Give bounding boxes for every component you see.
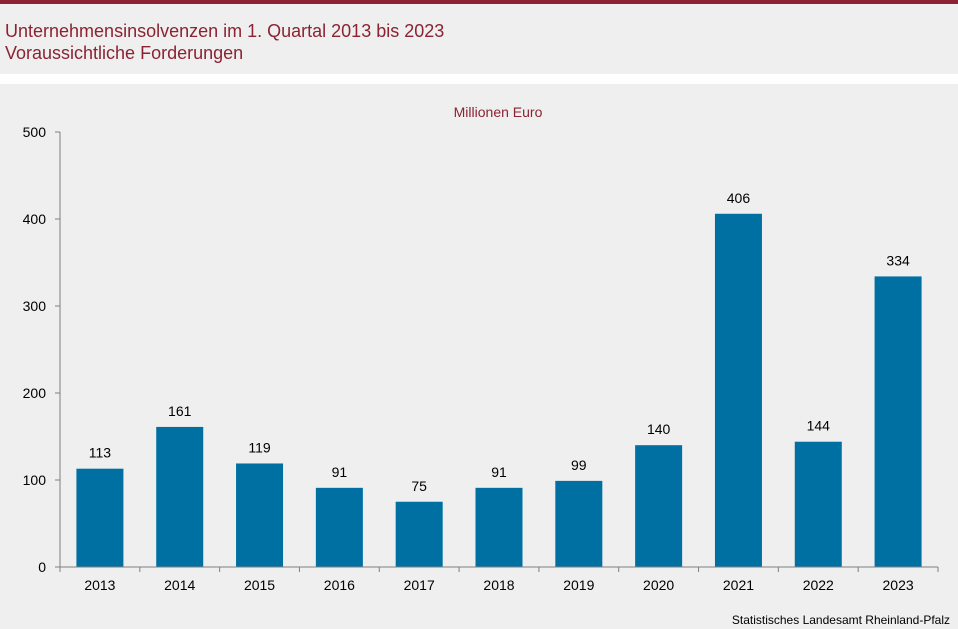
x-tick-label: 2019: [563, 577, 594, 593]
data-label: 75: [411, 478, 427, 494]
data-label: 113: [89, 445, 112, 461]
data-label: 406: [727, 190, 751, 206]
data-label: 140: [647, 421, 671, 437]
bar: [874, 276, 922, 567]
chart-subtitle: Voraussichtliche Forderungen: [5, 43, 244, 63]
data-label: 99: [571, 457, 587, 473]
bar: [555, 480, 603, 567]
top-accent-bar: [0, 0, 958, 4]
x-tick-label: 2018: [483, 577, 514, 593]
data-label: 91: [491, 464, 507, 480]
x-tick-label: 2022: [803, 577, 834, 593]
x-tick-label: 2015: [244, 577, 275, 593]
bars: 113 161 119 91 75 91 99 140 406 144 334: [76, 190, 922, 567]
bar: [156, 426, 204, 567]
x-tick-label: 2017: [404, 577, 435, 593]
y-tick-label: 200: [23, 385, 47, 401]
y-axis: 0 100 200 300 400 500: [23, 124, 61, 575]
y-tick-label: 500: [23, 124, 47, 140]
x-tick-label: 2016: [324, 577, 355, 593]
bar: [76, 468, 124, 567]
data-label: 334: [886, 252, 910, 268]
data-label: 119: [248, 439, 271, 455]
y-tick-label: 300: [23, 298, 47, 314]
bar: [395, 501, 443, 567]
bar: [475, 487, 523, 567]
x-tick-label: 2023: [883, 577, 914, 593]
x-tick-label: 2020: [643, 577, 674, 593]
bar: [315, 487, 363, 567]
bar: [635, 445, 683, 567]
data-label: 91: [332, 464, 348, 480]
data-label: 144: [807, 418, 831, 434]
x-tick-label: 2013: [84, 577, 115, 593]
y-tick-label: 100: [23, 472, 47, 488]
x-tick-label: 2021: [723, 577, 754, 593]
source-note: Statistisches Landesamt Rheinland-Pfalz: [731, 613, 950, 627]
chart-title: Unternehmensinsolvenzen im 1. Quartal 20…: [5, 21, 445, 41]
bar: [794, 441, 842, 567]
data-label: 161: [168, 403, 192, 419]
chart-header: Unternehmensinsolvenzen im 1. Quartal 20…: [0, 4, 958, 74]
x-tick-label: 2014: [164, 577, 195, 593]
unit-label: Millionen Euro: [454, 104, 543, 120]
y-tick-label: 0: [38, 559, 46, 575]
bar: [714, 213, 762, 567]
x-axis: 2013 2014 2015 2016 2017 2018 2019 2020 2021 2022…: [59, 566, 939, 593]
bar: [236, 463, 284, 567]
y-tick-label: 400: [23, 211, 47, 227]
